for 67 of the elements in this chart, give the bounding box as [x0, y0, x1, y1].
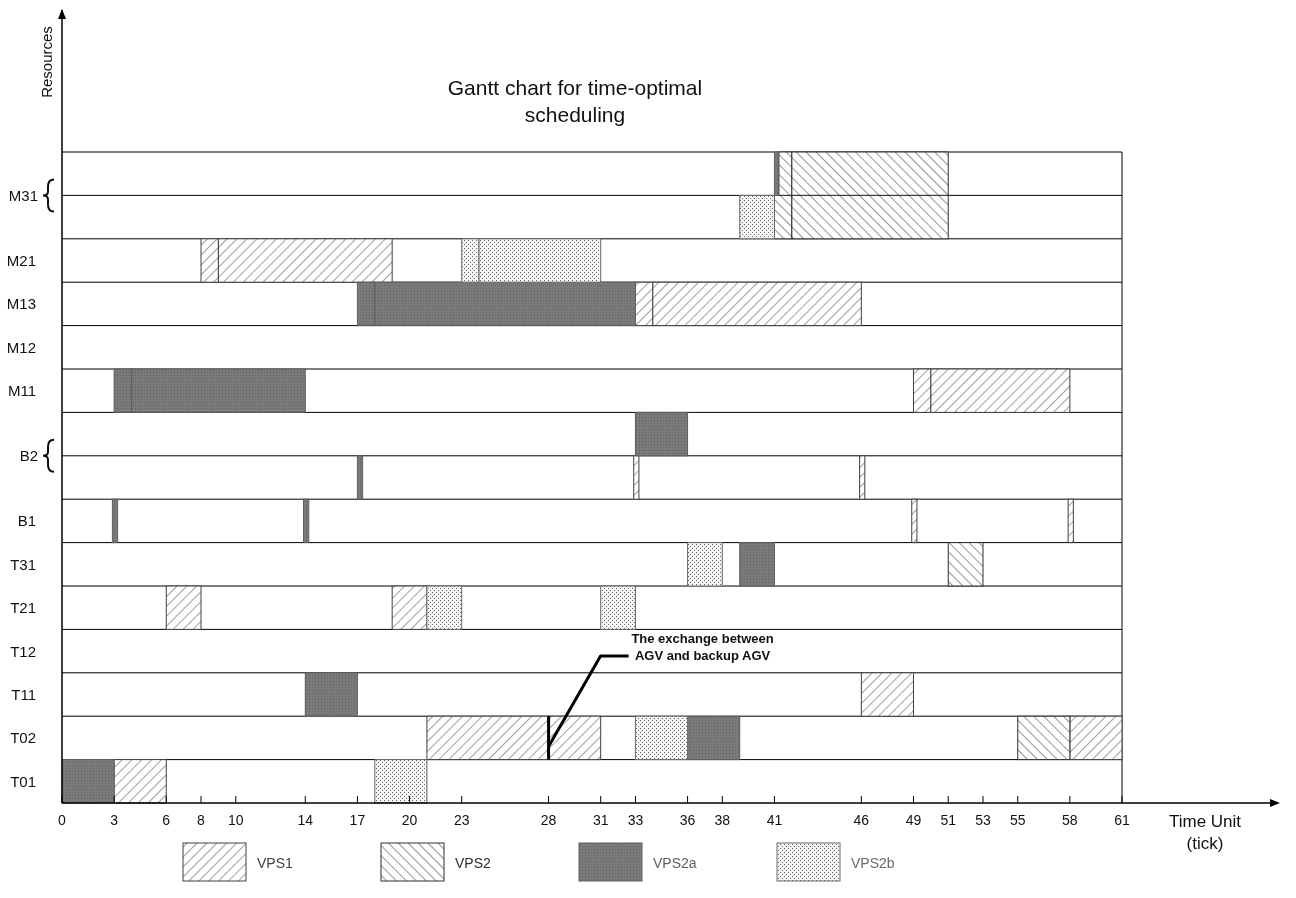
x-tick-label: 10 — [227, 812, 244, 828]
x-tick-label: 51 — [940, 812, 957, 828]
y-tick-label: M11 — [7, 382, 36, 400]
bar — [113, 759, 167, 804]
bar — [911, 498, 918, 544]
y-tick-label: B1 — [17, 512, 36, 530]
bar — [303, 498, 310, 544]
y-tick-label: T21 — [10, 599, 36, 617]
x-tick-label: 55 — [1009, 812, 1026, 828]
x-tick-label: 6 — [162, 812, 171, 828]
y-tick-label: T11 — [11, 686, 36, 703]
bar — [1067, 498, 1074, 544]
x-tick-label: 0 — [58, 812, 67, 828]
bar — [165, 585, 202, 630]
y-tick-label: T02 — [10, 729, 36, 747]
bar — [687, 542, 723, 587]
y-tick-label: T12 — [10, 642, 36, 660]
y-tick-label: M13 — [6, 295, 36, 313]
annotation: The exchange between AGV and backup AGV — [631, 631, 774, 663]
x-tick-label: 49 — [905, 812, 922, 828]
bar — [860, 672, 914, 717]
y-tick-label: M21 — [6, 252, 36, 269]
text: VPS2a — [653, 855, 697, 871]
x-tick-label: 36 — [679, 812, 696, 828]
bar — [859, 455, 866, 500]
y-axis-title: Resources — [38, 26, 55, 98]
x-tick-label: 58 — [1062, 812, 1078, 828]
x-tick-label: 46 — [853, 812, 870, 828]
y-tick-label: T31 — [10, 555, 36, 573]
x-tick-label: 61 — [1114, 812, 1130, 828]
x-tick-label: 28 — [540, 812, 557, 828]
bar — [634, 411, 689, 457]
x-tick-label: 53 — [975, 812, 991, 828]
x-tick-label: 3 — [110, 812, 119, 828]
bar — [1069, 715, 1123, 761]
x-tick-label: 33 — [627, 812, 644, 828]
bar — [600, 585, 636, 630]
text: VPS1 — [257, 855, 294, 871]
bar — [374, 759, 428, 804]
y-tick-label: T01 — [10, 772, 36, 790]
x-tick-label: 31 — [592, 812, 609, 828]
x-axis-title: Time Unit (tick) — [1168, 812, 1242, 853]
bar — [391, 585, 428, 630]
chart-title: Gantt chart for time-optimal scheduling — [447, 76, 703, 126]
bar — [947, 542, 984, 587]
bar — [61, 759, 115, 804]
text: VPS2b — [851, 855, 895, 871]
bar — [739, 542, 775, 587]
x-tick-label: 41 — [766, 812, 783, 828]
bar — [548, 715, 602, 761]
bar — [111, 498, 119, 544]
bar — [426, 585, 463, 630]
bar — [304, 672, 358, 717]
x-tick-label: 23 — [453, 812, 470, 828]
x-tick-label: 38 — [714, 812, 731, 828]
bar — [1017, 715, 1071, 761]
bar — [426, 715, 550, 761]
y-tick-label: M12 — [6, 338, 36, 356]
y-tick-label: M31 — [8, 186, 38, 204]
y-tick-label: B2 — [19, 447, 38, 465]
x-tick-label: 17 — [349, 812, 366, 828]
text: VPS2 — [455, 855, 492, 871]
x-tick-label: 8 — [197, 812, 206, 828]
x-tick-label: 20 — [401, 812, 418, 828]
bar — [633, 455, 640, 500]
bar — [356, 455, 364, 500]
x-tick-label: 14 — [297, 812, 314, 828]
